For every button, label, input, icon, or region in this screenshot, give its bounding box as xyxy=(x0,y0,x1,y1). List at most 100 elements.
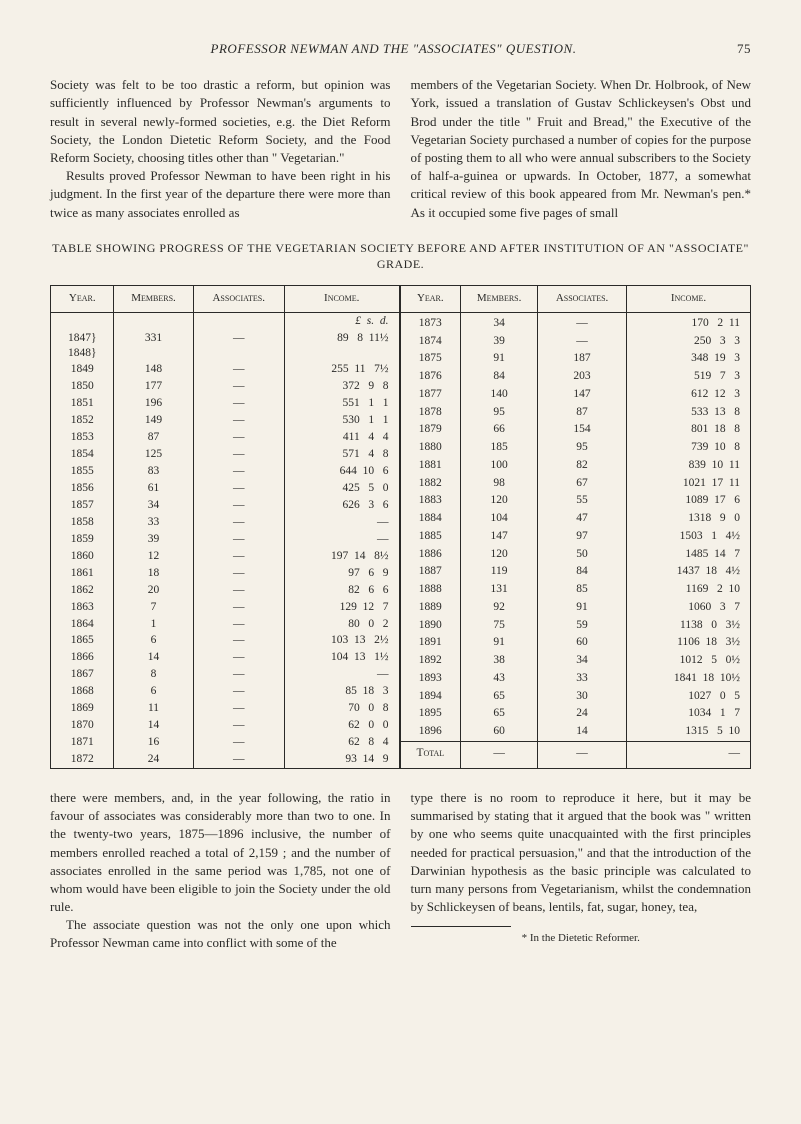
cell-year: 1861 xyxy=(51,565,114,582)
table-row: 1854125—571 4 8 xyxy=(51,446,400,463)
cell-associates: — xyxy=(538,315,627,333)
cell-members: 39 xyxy=(114,531,193,548)
cell-members: 11 xyxy=(114,700,193,717)
tables-container: Year. Members. Associates. Income. £ s. … xyxy=(50,285,751,769)
cell-income: 1485 14 7 xyxy=(627,546,751,564)
table-row: 185583—644 10 6 xyxy=(51,463,400,480)
table-row: 1884104471318 9 0 xyxy=(401,510,751,528)
total-label: Total xyxy=(401,741,461,768)
cell-members: 147 xyxy=(461,528,538,546)
table-row: 186012—197 14 8½ xyxy=(51,548,400,565)
cell-members: 39 xyxy=(461,333,538,351)
cell-year: 1859 xyxy=(51,531,114,548)
cell-associates: 147 xyxy=(538,386,627,404)
cell-income: 739 10 8 xyxy=(627,439,751,457)
table-row: 18686—85 18 3 xyxy=(51,683,400,700)
table-row: 187966154801 18 8 xyxy=(401,421,751,439)
cell-income: 1021 17 11 xyxy=(627,475,751,493)
cell-income: 197 14 8½ xyxy=(284,548,399,565)
cell-year: 1858 xyxy=(51,514,114,531)
page-number: 75 xyxy=(737,40,751,58)
cell-income: 612 12 3 xyxy=(627,386,751,404)
table-row: 188298671021 17 11 xyxy=(401,475,751,493)
cell-year: 1886 xyxy=(401,546,461,564)
cell-associates: — xyxy=(193,429,284,446)
footnote: * In the Dietetic Reformer. xyxy=(411,931,752,946)
cell-associates: — xyxy=(193,666,284,683)
cell-year: 1879 xyxy=(401,421,461,439)
cell-year: 1868 xyxy=(51,683,114,700)
cell-members: 14 xyxy=(114,717,193,734)
cell-members: 140 xyxy=(461,386,538,404)
intro-para-1: Society was felt to be too drastic a ref… xyxy=(50,76,391,167)
cell-members: 331 xyxy=(114,330,193,362)
table-row: 1851196—551 1 1 xyxy=(51,395,400,412)
cell-income: 1106 18 3½ xyxy=(627,634,751,652)
table-row: 1850177—372 9 8 xyxy=(51,378,400,395)
table-row: 189343331841 18 10½ xyxy=(401,670,751,688)
col-members: Members. xyxy=(114,286,193,312)
cell-associates: — xyxy=(193,361,284,378)
cell-members: 120 xyxy=(461,546,538,564)
cell-year: 1867 xyxy=(51,666,114,683)
cell-income: 255 11 7½ xyxy=(284,361,399,378)
cell-year: 1891 xyxy=(401,634,461,652)
table-row: 187334—170 2 11 xyxy=(401,315,751,333)
table-row: 185833—— xyxy=(51,514,400,531)
cell-income: — xyxy=(284,531,399,548)
table-row: 1885147971503 1 4½ xyxy=(401,528,751,546)
cell-associates: — xyxy=(193,497,284,514)
cell-income: 89 8 11½ xyxy=(284,330,399,362)
cell-year: 1872 xyxy=(51,751,114,768)
cell-income: 1169 2 10 xyxy=(627,581,751,599)
cell-associates: 34 xyxy=(538,652,627,670)
intro-columns: Society was felt to be too drastic a ref… xyxy=(50,76,751,222)
table-row: 188018595739 10 8 xyxy=(401,439,751,457)
cell-income: 97 6 9 xyxy=(284,565,399,582)
cell-associates: 59 xyxy=(538,617,627,635)
cell-year: 1881 xyxy=(401,457,461,475)
cell-income: — xyxy=(284,514,399,531)
cell-year: 1887 xyxy=(401,563,461,581)
cell-members: 95 xyxy=(461,404,538,422)
cell-associates: — xyxy=(193,616,284,633)
cell-year: 1875 xyxy=(401,350,461,368)
cell-associates: 24 xyxy=(538,705,627,723)
cell-income: 1034 1 7 xyxy=(627,705,751,723)
cell-members: 66 xyxy=(461,421,538,439)
table-row: 189660141315 5 10 xyxy=(401,723,751,741)
cell-associates: 95 xyxy=(538,439,627,457)
table-row: 18656—103 13 2½ xyxy=(51,632,400,649)
cell-associates: — xyxy=(193,395,284,412)
cell-members: 14 xyxy=(114,649,193,666)
table-row: 187224—93 14 9 xyxy=(51,751,400,768)
cell-year: 1851 xyxy=(51,395,114,412)
cell-year: 1850 xyxy=(51,378,114,395)
table-row: 187439—250 3 3 xyxy=(401,333,751,351)
cell-members: 75 xyxy=(461,617,538,635)
lower-left-para-1: there were members, and, in the year fol… xyxy=(50,789,391,916)
page-header: PROFESSOR NEWMAN AND THE "ASSOCIATES" QU… xyxy=(50,40,751,58)
cell-members: 12 xyxy=(114,548,193,565)
cell-associates: 154 xyxy=(538,421,627,439)
cell-income: 1437 18 4½ xyxy=(627,563,751,581)
cell-associates: — xyxy=(193,463,284,480)
progress-table-left: Year. Members. Associates. Income. £ s. … xyxy=(51,286,401,768)
cell-year: 1882 xyxy=(401,475,461,493)
lower-columns: there were members, and, in the year fol… xyxy=(50,789,751,953)
col-year: Year. xyxy=(51,286,114,312)
table-row: 189191601106 18 3½ xyxy=(401,634,751,652)
cell-year: 1870 xyxy=(51,717,114,734)
footnote-rule xyxy=(411,926,511,927)
cell-members: 131 xyxy=(461,581,538,599)
table-row: 189075591138 0 3½ xyxy=(401,617,751,635)
cell-income: 1012 5 0½ xyxy=(627,652,751,670)
cell-associates: 187 xyxy=(538,350,627,368)
cell-associates: 85 xyxy=(538,581,627,599)
col-income: Income. xyxy=(627,286,751,312)
cell-income: 1503 1 4½ xyxy=(627,528,751,546)
table-row: 1852149—530 1 1 xyxy=(51,412,400,429)
cell-associates: — xyxy=(193,514,284,531)
cell-associates: — xyxy=(193,446,284,463)
cell-year: 1873 xyxy=(401,315,461,333)
